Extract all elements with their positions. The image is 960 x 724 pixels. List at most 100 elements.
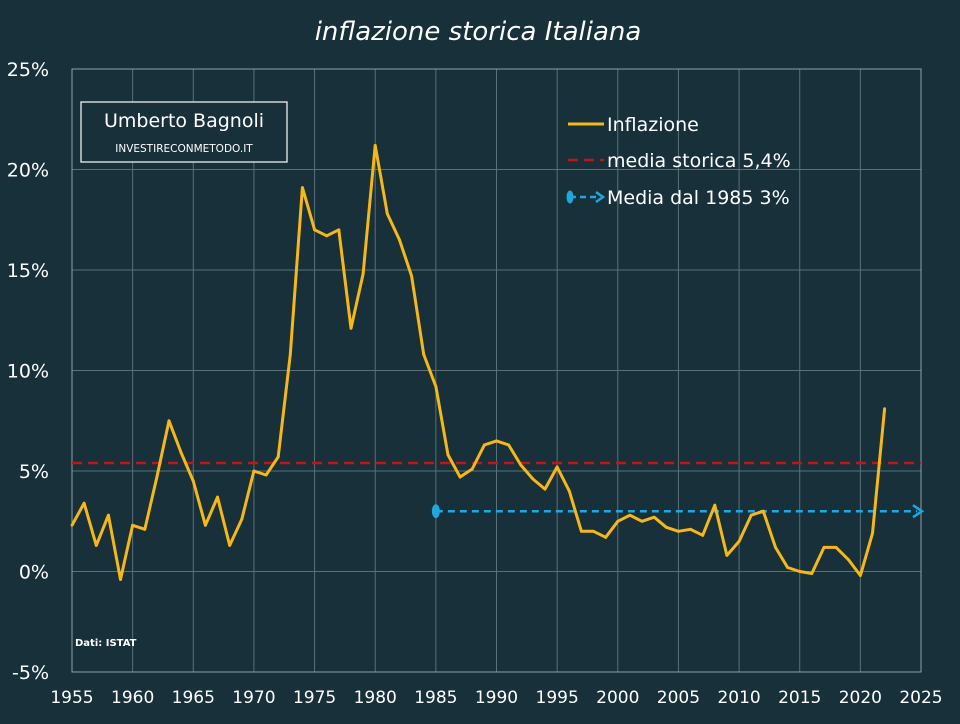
inflation-point (119, 578, 122, 581)
inflation-point (94, 543, 98, 547)
inflation-point (349, 326, 353, 330)
inflation-point (846, 558, 850, 561)
inflation-point (228, 543, 232, 547)
inflation-point (798, 570, 802, 573)
x-tick-label: 2000 (596, 688, 639, 708)
y-tick-label: 0% (19, 562, 49, 584)
chart-title: inflazione storica Italiana (315, 17, 642, 47)
inflation-point (482, 443, 486, 447)
inflation-point (810, 572, 814, 575)
inflation-point (252, 469, 256, 473)
y-tick-label: 15% (7, 260, 49, 282)
inflation-point (264, 473, 268, 477)
inflation-point (446, 453, 450, 457)
inflation-point (555, 465, 559, 469)
inflation-point (301, 186, 304, 189)
x-tick-label: 1990 (475, 688, 518, 708)
x-axis-labels: 1955 1960 1965 1970 1975 1980 1985 1990 1995 2000… (50, 688, 942, 708)
inflation-point (240, 517, 244, 521)
inflation-point (204, 523, 207, 527)
inflation-point (434, 385, 438, 388)
inflation-point (774, 545, 777, 549)
y-tick-label: 10% (7, 361, 49, 383)
legend-label: Media dal 1985 3% (607, 187, 790, 209)
inflation-point (640, 519, 644, 523)
inflation-point (652, 515, 656, 519)
inflation-point (361, 272, 365, 276)
inflation-point (689, 527, 692, 531)
inflation-point (871, 531, 874, 535)
legend-swatch-marker (566, 190, 574, 204)
x-tick-label: 2015 (778, 688, 821, 708)
inflation-point (580, 529, 583, 533)
inflation-point (385, 212, 389, 216)
inflation-point (313, 228, 316, 232)
x-tick-label: 2010 (717, 688, 760, 708)
inflation-point (216, 495, 219, 499)
inflation-point (337, 228, 341, 232)
plot-border (71, 68, 922, 673)
x-tick-label: 1995 (536, 688, 579, 708)
series-layer (70, 143, 925, 581)
inflation-point (82, 501, 86, 505)
inflation-point (834, 545, 838, 549)
y-tick-label: -5% (12, 662, 49, 684)
x-tick-label: 1960 (111, 688, 154, 708)
inflation-point (664, 525, 668, 529)
legend-label: Inflazione (607, 114, 699, 136)
y-axis-labels: -5% 0% 5% 10% 15% 20% 25% (7, 59, 49, 684)
source-note: Dati: ISTAT (75, 638, 137, 649)
x-tick-label: 1975 (293, 688, 336, 708)
author-box-frame (80, 101, 288, 163)
y-tick-label: 25% (7, 59, 49, 81)
inflation-point (883, 407, 887, 411)
inflation-point (470, 467, 474, 471)
inflation-point (422, 353, 426, 356)
inflation-point (155, 475, 159, 479)
inflation-point (592, 529, 595, 533)
inflation-point (288, 353, 292, 356)
x-tick-label: 2025 (899, 688, 942, 708)
inflation-point (167, 419, 171, 423)
author-box: Umberto Bagnoli INVESTIRECONMETODO.IT (80, 101, 288, 163)
inflation-point (458, 475, 462, 479)
x-tick-label: 1970 (232, 688, 275, 708)
x-tick-label: 2020 (839, 688, 882, 708)
inflation-point (604, 535, 608, 539)
inflation-point (616, 519, 620, 523)
legend: Inflazione media storica 5,4% Media dal 19… (566, 114, 791, 209)
inflation-point (786, 566, 789, 569)
inflation-point (373, 143, 377, 147)
x-tick-label: 2005 (657, 688, 700, 708)
inflation-point (701, 533, 705, 537)
inflation-point (519, 463, 523, 467)
y-tick-label: 20% (7, 160, 49, 182)
author-name: Umberto Bagnoli (104, 110, 264, 132)
inflation-point (398, 238, 401, 242)
inflation-point (131, 523, 135, 527)
inflation-point (749, 513, 753, 517)
author-website: INVESTIRECONMETODO.IT (115, 143, 253, 155)
plot-frame (71, 68, 922, 673)
inflation-point (822, 545, 826, 549)
inflation-point (191, 479, 195, 483)
inflation-point (325, 234, 329, 238)
series-line-inflation (70, 143, 887, 581)
x-tick-label: 1965 (172, 688, 215, 708)
inflation-point (143, 527, 147, 531)
legend-label: media storica 5,4% (607, 150, 791, 172)
y-tick-label: 5% (19, 461, 49, 483)
inflation-point (761, 509, 765, 513)
inflation-point (628, 513, 632, 517)
x-tick-label: 1955 (50, 688, 93, 708)
inflation-point (858, 574, 862, 577)
inflation-point (410, 274, 413, 278)
inflation-point (495, 439, 498, 443)
inflation-point (677, 529, 680, 533)
series-arrow-marker (912, 504, 925, 519)
x-tick-label: 1980 (354, 688, 397, 708)
inflation-point (276, 455, 280, 459)
inflation-point (179, 451, 183, 455)
